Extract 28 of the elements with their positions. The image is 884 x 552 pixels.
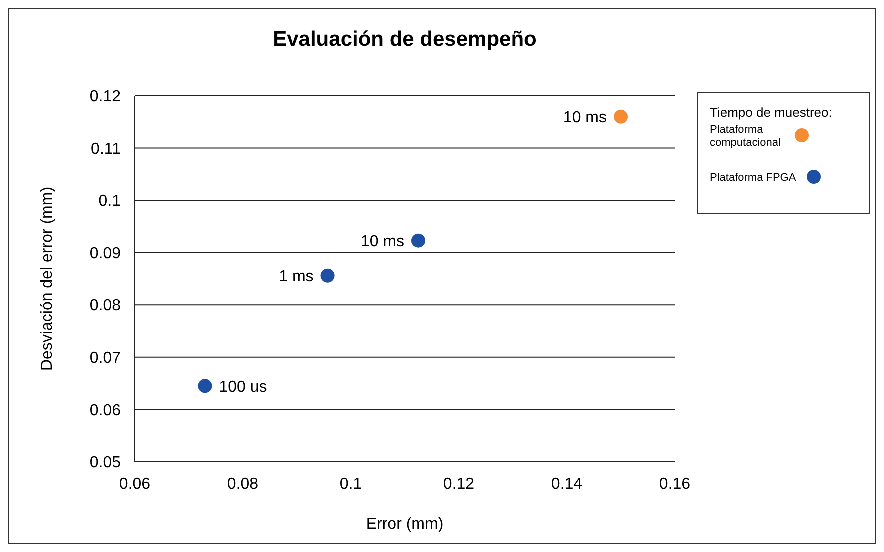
y-tick-label: 0.11 (91, 140, 122, 158)
x-tick-label: 0.12 (443, 476, 475, 493)
annotation: 10 ms (360, 233, 404, 250)
legend-title: Tiempo de muestreo: (710, 105, 832, 120)
annotation: 10 ms (563, 110, 607, 127)
y-tick-label: 0.06 (90, 402, 122, 420)
annotation: 100 us (219, 378, 268, 396)
y-tick-label: 0.08 (90, 298, 122, 315)
x-tick-label: 0.14 (551, 476, 583, 493)
y-tick-label: 0.12 (90, 88, 122, 106)
point (320, 268, 335, 283)
x-axis-title: Error (mm) (366, 516, 444, 533)
annotation: 1 ms (279, 268, 314, 286)
legend-label: Plataforma computacional (710, 124, 781, 149)
y-tick-label: 0.1 (98, 193, 122, 210)
point (412, 234, 426, 248)
x-tick-label: 0.06 (119, 476, 151, 493)
x-tick-label: 0.08 (227, 476, 259, 493)
y-tick-label: 0.05 (90, 454, 122, 472)
legend-label: Plataforma FPGA (710, 172, 797, 184)
y-tick-label: 0.09 (90, 245, 122, 262)
y-axis-title: Desviación del error (mm) (39, 186, 56, 372)
point (614, 110, 628, 124)
chart-title: Evaluación de desempeño (273, 28, 537, 51)
point (198, 379, 212, 394)
y-tick-label: 0.07 (90, 350, 122, 368)
x-tick-label: 0.16 (659, 476, 691, 493)
x-tick-label: 0.1 (340, 476, 362, 493)
